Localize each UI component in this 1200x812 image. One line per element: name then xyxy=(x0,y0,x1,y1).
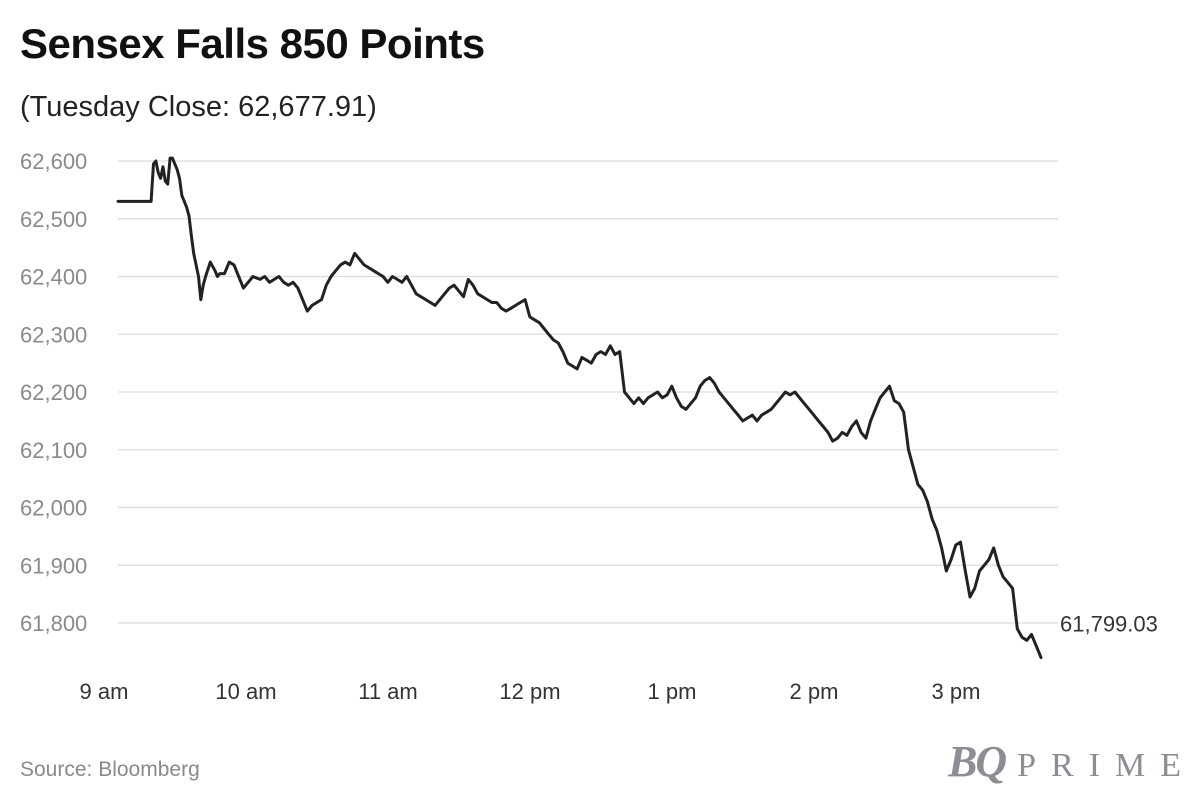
x-tick-label: 12 pm xyxy=(499,679,560,704)
y-tick-label: 61,900 xyxy=(20,553,87,578)
chart-title: Sensex Falls 850 Points xyxy=(20,20,485,67)
x-axis-ticks: 9 am 10 am 11 am 12 pm 1 pm 2 pm 3 pm xyxy=(80,679,981,704)
bq-prime-logo: BQ PRIME xyxy=(948,736,1196,787)
y-tick-label: 61,800 xyxy=(20,611,87,636)
x-tick-label: 3 pm xyxy=(932,679,981,704)
chart-subtitle: (Tuesday Close: 62,677.91) xyxy=(20,91,377,123)
y-tick-label: 62,000 xyxy=(20,496,87,521)
end-value-label: 61,799.03 xyxy=(1060,612,1158,637)
end-label-layer: 61,799.03 xyxy=(1060,612,1158,637)
series-layer xyxy=(116,156,1043,660)
y-tick-label: 62,400 xyxy=(20,265,87,290)
y-tick-label: 62,300 xyxy=(20,322,87,347)
grid-lines xyxy=(118,160,1058,624)
x-tick-label: 10 am xyxy=(215,679,276,704)
x-tick-label: 2 pm xyxy=(790,679,839,704)
x-tick-label: 1 pm xyxy=(648,679,697,704)
logo-bq-mark: BQ xyxy=(948,737,1007,786)
x-tick-label: 11 am xyxy=(358,679,418,704)
y-tick-label: 62,600 xyxy=(20,149,87,174)
y-tick-label: 62,500 xyxy=(20,207,87,232)
logo-prime-text: PRIME xyxy=(1017,747,1197,784)
y-axis-ticks: 62,600 62,500 62,400 62,300 62,200 62,100 62,0… xyxy=(20,149,87,636)
source-note: Source: Bloomberg xyxy=(20,758,200,781)
y-tick-label: 62,200 xyxy=(20,380,87,405)
sensex-line xyxy=(116,156,1043,660)
x-tick-label: 9 am xyxy=(80,679,129,704)
y-tick-label: 62,100 xyxy=(20,438,87,463)
